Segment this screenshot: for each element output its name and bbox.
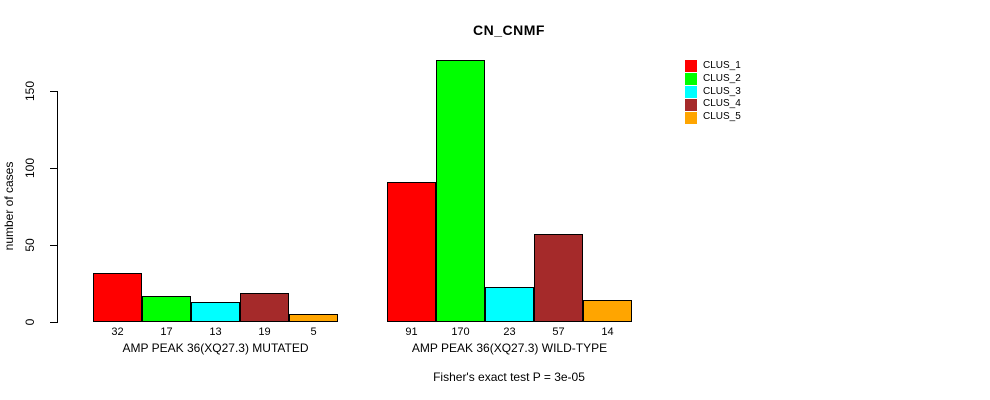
- legend-item-clus_4: CLUS_4: [685, 98, 741, 111]
- legend-swatch-icon: [685, 111, 697, 124]
- legend-label: CLUS_5: [703, 111, 741, 123]
- y-axis-tick: [50, 245, 57, 246]
- legend-label: CLUS_3: [703, 85, 741, 97]
- bar-clus_1-group2: [387, 182, 436, 322]
- bar-value-label: 5: [310, 326, 317, 338]
- group-label-2: AMP PEAK 36(XQ27.3) WILD-TYPE: [411, 341, 608, 355]
- legend-swatch-icon: [685, 60, 697, 73]
- bar-value-label: 13: [209, 326, 222, 338]
- y-axis-tick-label: 0: [23, 318, 37, 326]
- bar-value-label: 32: [111, 326, 124, 338]
- bar-clus_4-group2: [534, 234, 583, 322]
- bar-clus_3-group1: [191, 302, 240, 322]
- bar-clus_3-group2: [485, 287, 534, 322]
- bar-value-label: 14: [601, 326, 614, 338]
- y-axis-line: [57, 91, 58, 323]
- legend-swatch-icon: [685, 73, 697, 86]
- bar-value-label: 57: [552, 326, 565, 338]
- y-axis-tick-label: 150: [23, 80, 37, 102]
- bar-value-label: 23: [503, 326, 516, 338]
- y-axis-label: number of cases: [2, 161, 16, 251]
- bar-clus_5-group1: [289, 314, 338, 322]
- legend-label: CLUS_4: [703, 98, 741, 110]
- y-axis-tick: [50, 322, 57, 323]
- bar-clus_5-group2: [583, 300, 632, 322]
- y-axis-tick: [50, 168, 57, 169]
- y-axis-tick-label: 100: [23, 157, 37, 179]
- group-label-1: AMP PEAK 36(XQ27.3) MUTATED: [122, 341, 309, 355]
- y-axis-tick: [50, 91, 57, 92]
- legend: CLUS_1 CLUS_2 CLUS_3 CLUS_4 CLUS_5: [685, 60, 741, 124]
- legend-item-clus_3: CLUS_3: [685, 86, 741, 99]
- legend-item-clus_2: CLUS_2: [685, 73, 741, 86]
- annotation-fisher-test: Fisher's exact test P = 3e-05: [433, 370, 585, 384]
- bar-clus_4-group1: [240, 293, 289, 322]
- bar-value-label: 19: [258, 326, 271, 338]
- bar-value-label: 170: [451, 326, 470, 338]
- legend-swatch-icon: [685, 85, 697, 98]
- bar-value-label: 91: [405, 326, 418, 338]
- legend-item-clus_1: CLUS_1: [685, 60, 741, 73]
- bar-clus_2-group1: [142, 296, 191, 322]
- legend-label: CLUS_2: [703, 72, 741, 84]
- legend-item-clus_5: CLUS_5: [685, 111, 741, 124]
- y-axis-tick-label: 50: [23, 238, 37, 252]
- bar-clus_1-group1: [93, 273, 142, 322]
- bar-clus_2-group2: [436, 60, 485, 322]
- legend-label: CLUS_1: [703, 60, 741, 71]
- chart-title: CN_CNMF: [473, 22, 545, 38]
- legend-swatch-icon: [685, 98, 697, 111]
- bar-value-label: 17: [160, 326, 173, 338]
